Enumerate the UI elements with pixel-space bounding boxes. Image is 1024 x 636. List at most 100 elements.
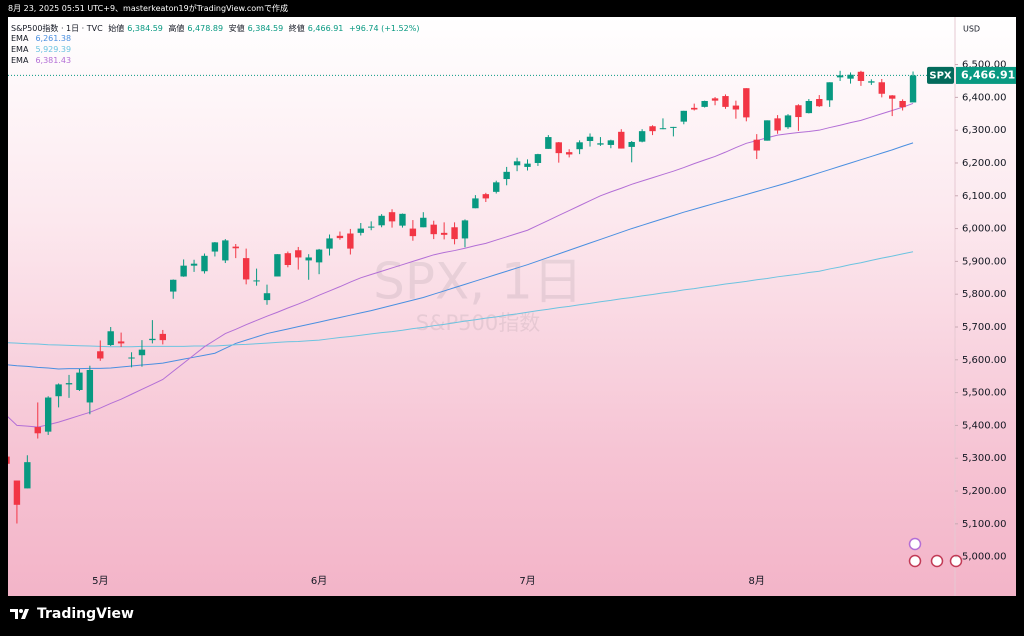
candle-body bbox=[170, 279, 177, 292]
brand: TradingView bbox=[37, 606, 134, 622]
candle-body bbox=[65, 383, 73, 385]
candle-body bbox=[399, 213, 406, 226]
candle-body bbox=[138, 349, 146, 356]
candle-body bbox=[55, 384, 62, 397]
candle-body bbox=[816, 99, 823, 107]
candle-body bbox=[190, 263, 198, 266]
candle-body bbox=[774, 118, 781, 131]
candle-body bbox=[680, 110, 687, 122]
candle-body bbox=[13, 480, 21, 505]
candle-body bbox=[649, 126, 656, 132]
currency: USD bbox=[963, 25, 980, 34]
candle-body bbox=[659, 128, 667, 130]
candle-body bbox=[86, 369, 94, 403]
x-tick-label: 8月 bbox=[749, 575, 765, 587]
ema-line bbox=[8, 251, 914, 348]
alert-icons bbox=[908, 537, 963, 568]
candle-body bbox=[836, 75, 844, 78]
logo bbox=[10, 609, 29, 619]
y-tick-label: 6,200.00 bbox=[962, 158, 1007, 169]
high-label: 高値 bbox=[168, 24, 185, 33]
y-tick-label: 5,800.00 bbox=[962, 289, 1007, 300]
candle-body bbox=[711, 98, 719, 101]
candle-body bbox=[743, 88, 750, 118]
open-value: 6,384.59 bbox=[127, 24, 163, 33]
ema-line bbox=[8, 142, 914, 370]
candle-body bbox=[753, 139, 760, 151]
candle-body bbox=[347, 233, 354, 249]
y-tick-label: 6,000.00 bbox=[962, 224, 1007, 235]
candle-body bbox=[701, 100, 708, 107]
candle-body bbox=[597, 143, 604, 145]
icon bbox=[908, 554, 922, 568]
last-price-tag bbox=[956, 66, 1016, 84]
candle-body bbox=[263, 293, 271, 301]
candle-body bbox=[868, 81, 875, 83]
candle-body bbox=[295, 250, 302, 258]
symbol-tag bbox=[927, 66, 954, 84]
last-price-label: 6,466.91 bbox=[961, 68, 1015, 81]
candle-body bbox=[8, 456, 10, 464]
chart-frame bbox=[8, 17, 1016, 596]
legend-name: EMA bbox=[11, 45, 29, 54]
candle-body bbox=[315, 249, 323, 263]
candle-body bbox=[482, 194, 490, 199]
candle-body bbox=[565, 152, 573, 155]
candle-body bbox=[201, 255, 208, 272]
legend-entry: EMA 6,261.38 bbox=[11, 34, 74, 43]
candle-body bbox=[472, 198, 479, 209]
candle-body bbox=[368, 226, 375, 228]
candle-body bbox=[274, 254, 281, 277]
symbol: S&P500指数 · 1日 · TVC bbox=[11, 24, 103, 33]
y-tick-label: 5,000.00 bbox=[962, 552, 1007, 563]
legend-name: EMA bbox=[11, 56, 29, 65]
y-tick-label: 5,600.00 bbox=[962, 355, 1007, 366]
candle-body bbox=[388, 212, 396, 222]
low-value: 6,384.59 bbox=[247, 24, 284, 33]
credit: 8月 23, 2025 05:51 UTC+9、masterkeaton19がT… bbox=[8, 4, 288, 13]
candle-body bbox=[513, 161, 521, 166]
candle-body bbox=[795, 105, 802, 118]
icon bbox=[908, 537, 922, 551]
candle-body bbox=[670, 126, 677, 128]
close-value: 6,466.91 bbox=[307, 24, 344, 33]
candle-body bbox=[909, 75, 917, 103]
y-tick-label: 5,500.00 bbox=[962, 388, 1007, 399]
candle-body bbox=[284, 253, 292, 266]
icon bbox=[930, 554, 944, 568]
candle-body bbox=[97, 351, 104, 359]
legend-entry: EMA 5,929.39 bbox=[11, 45, 74, 54]
candle-body bbox=[232, 246, 239, 249]
candle-body bbox=[638, 131, 646, 142]
candle-body bbox=[826, 82, 833, 101]
candle-body bbox=[242, 258, 250, 280]
candle-body bbox=[461, 220, 469, 239]
candle-body bbox=[44, 397, 52, 432]
candle-body bbox=[576, 142, 583, 150]
y-tick-label: 6,400.00 bbox=[962, 92, 1007, 103]
candle-body bbox=[618, 131, 625, 149]
candle-body bbox=[34, 427, 41, 434]
candle-body bbox=[555, 142, 562, 154]
candle-body bbox=[493, 182, 500, 192]
y-tick-label: 5,700.00 bbox=[962, 322, 1007, 333]
y-tick-label: 6,300.00 bbox=[962, 125, 1007, 136]
candle-body bbox=[420, 217, 427, 228]
change: +96.74 (+1.52%) bbox=[348, 24, 420, 33]
candle-body bbox=[889, 95, 896, 99]
candle-body bbox=[628, 141, 635, 147]
legend-value: 6,261.38 bbox=[35, 34, 72, 43]
candle-body bbox=[524, 163, 531, 167]
y-tick-label: 5,300.00 bbox=[962, 453, 1007, 464]
candle-body bbox=[128, 357, 135, 359]
y-tick-label: 5,400.00 bbox=[962, 420, 1007, 431]
watermark-subtitle: S&P500指数 bbox=[416, 311, 540, 335]
candle-body bbox=[149, 338, 156, 341]
candle-body bbox=[451, 227, 458, 240]
close-label: 終値 bbox=[288, 24, 305, 33]
candle-body bbox=[378, 215, 385, 226]
candle-body bbox=[326, 238, 333, 249]
open-label: 始値 bbox=[108, 24, 125, 33]
